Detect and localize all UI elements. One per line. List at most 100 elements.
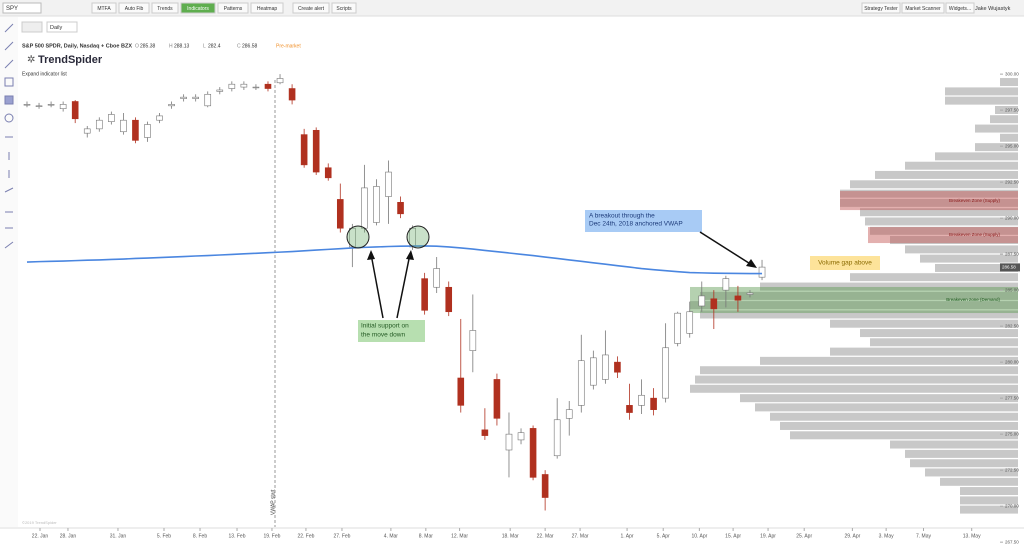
y-tick-label: 267.50 (1005, 539, 1019, 544)
toolbar-button-label: Market Scanner (905, 6, 941, 12)
volume-profile-bar (740, 394, 1018, 403)
x-tick-label: 7. May (916, 533, 932, 539)
ohlc-key: C (237, 43, 241, 49)
volume-profile-bar (770, 412, 1018, 421)
symbol-input[interactable] (2, 2, 42, 14)
instrument: S&P 500 SPDR, Daily, Nasdaq + Cboe BZX (22, 43, 132, 49)
volume-profile-bar (890, 440, 1018, 449)
volume-profile-bar (840, 198, 1018, 207)
toolbar-button[interactable] (217, 2, 249, 14)
candle-body (35, 105, 43, 107)
volume-profile-bar (860, 329, 1018, 338)
candle-body (626, 405, 633, 413)
candle-body (650, 397, 657, 410)
support-circle (406, 225, 430, 249)
support-box (358, 320, 425, 342)
ohlc-value: 285.38 (140, 43, 156, 49)
brand-icon: ✲ (27, 55, 35, 66)
volume-profile-bar (780, 421, 1018, 430)
candle-body (469, 330, 477, 351)
candle-body (517, 432, 525, 441)
candle-body (59, 104, 67, 109)
candle-body (228, 83, 236, 89)
volume-profile-bar (790, 431, 1018, 440)
breakout-text: Dec 24th, 2018 anchored VWAP (589, 221, 683, 228)
y-tick-label: 280.00 (1005, 359, 1019, 364)
candle-body (590, 357, 597, 386)
volume-profile-bar (1000, 78, 1018, 87)
y-tick-label: 287.50 (1005, 251, 1019, 256)
vwap-line (26, 245, 763, 275)
interval: Daily (50, 25, 62, 31)
candle-body (565, 409, 573, 419)
candle-body (505, 433, 513, 451)
candle-body (120, 119, 127, 133)
zone-label: Breakeven zone (Demand) (946, 297, 1000, 302)
interval-select[interactable] (46, 21, 78, 33)
toolbar-button-label: Trends (157, 6, 173, 12)
gap-text: Volume gap above (818, 260, 872, 267)
candle-body (83, 128, 91, 134)
expand-indicators[interactable]: Expand indicator list (22, 71, 67, 77)
sidebar (0, 17, 18, 527)
x-tick-label: 4. Mar (384, 533, 399, 539)
volume-profile-bar (755, 403, 1018, 412)
y-tick-label: 300.00 (1005, 71, 1019, 76)
toolbar-button[interactable] (901, 2, 945, 14)
y-tick-label: 282.50 (1005, 323, 1019, 328)
candle-body (421, 278, 428, 311)
volume-profile-bar (910, 459, 1018, 468)
brand: TrendSpider (38, 54, 103, 66)
x-tick-label: 22. Mar (537, 533, 554, 539)
volume-profile-bar (960, 496, 1018, 505)
y-tick-label: 292.50 (1005, 179, 1019, 184)
candle-body (252, 86, 260, 89)
toolbar-button[interactable] (118, 2, 150, 14)
x-tick-label: 27. Mar (572, 533, 589, 539)
x-tick-label: 18. Mar (502, 533, 519, 539)
volume-profile-bar (760, 282, 1018, 291)
candle-body (264, 83, 272, 89)
candle-body (662, 347, 669, 399)
volume-profile-bar (875, 170, 1018, 179)
x-tick-label: 12. Mar (451, 533, 468, 539)
candle-body (108, 114, 115, 122)
volume-profile-bar (960, 505, 1018, 514)
volume-profile-bar (945, 87, 1018, 96)
candle-body (698, 295, 706, 307)
toolbar-button[interactable] (151, 2, 179, 14)
toolbar-button[interactable] (861, 2, 901, 14)
toolbar-button[interactable] (180, 2, 216, 14)
candle-body (216, 89, 224, 92)
toolbar-button[interactable] (331, 2, 357, 14)
volume-profile-bar (1000, 133, 1018, 142)
toolbar-button-label: Patterns (224, 6, 243, 12)
toolbar-button[interactable] (91, 2, 117, 14)
x-tick-label: 3. May (879, 533, 895, 539)
toolbar-button[interactable] (292, 2, 330, 14)
y-tick-label: 297.50 (1005, 107, 1019, 112)
ohlc: O 285.38 H 288.13 L 282.4 C 286.58 (135, 43, 258, 49)
y-tick-label: 290.00 (1005, 215, 1019, 220)
candle-body (529, 428, 537, 478)
layout-button[interactable] (21, 21, 43, 33)
toolbar-button[interactable] (250, 2, 284, 14)
candle-body (144, 124, 151, 138)
y-tick-label: 285.00 (1005, 287, 1019, 292)
candle-body (397, 201, 404, 215)
candle-body (204, 93, 212, 107)
volume-profile-bar (700, 310, 1018, 319)
volume-profile-bar (695, 375, 1018, 384)
support-text: Initial support on (361, 323, 409, 330)
candle-body (758, 266, 766, 278)
annotation-breakout (585, 210, 880, 270)
volume-profile-bar (700, 366, 1018, 375)
volume-profile-bar (935, 152, 1018, 161)
user-name[interactable]: Jake Wujastyk (975, 6, 1011, 12)
volume-profile-bar (865, 217, 1018, 226)
candle-body (686, 311, 694, 334)
zone (690, 286, 1018, 314)
ohlc-value: 282.4 (208, 43, 221, 49)
toolbar-button[interactable] (945, 2, 975, 14)
volume-profile-bar (840, 189, 1018, 198)
